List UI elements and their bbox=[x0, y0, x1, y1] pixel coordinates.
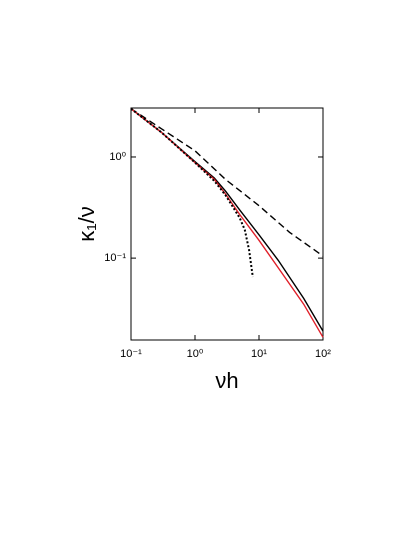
x-tick-label: 10² bbox=[315, 348, 331, 360]
y-tick-label: 10⁰ bbox=[109, 151, 126, 163]
x-tick-label: 10¹ bbox=[251, 348, 267, 360]
series-line bbox=[130, 108, 324, 338]
x-tick-label: 10⁻¹ bbox=[120, 348, 142, 360]
y-tick-label: 10⁻¹ bbox=[104, 252, 126, 264]
x-axis-label: νh bbox=[215, 368, 238, 393]
plot-frame bbox=[130, 107, 324, 341]
y-axis-label: κ₁/ν bbox=[74, 206, 99, 242]
x-tick-label: 10⁰ bbox=[187, 348, 204, 360]
series-line bbox=[130, 108, 324, 257]
series-line bbox=[130, 107, 254, 278]
series-line bbox=[130, 108, 324, 332]
